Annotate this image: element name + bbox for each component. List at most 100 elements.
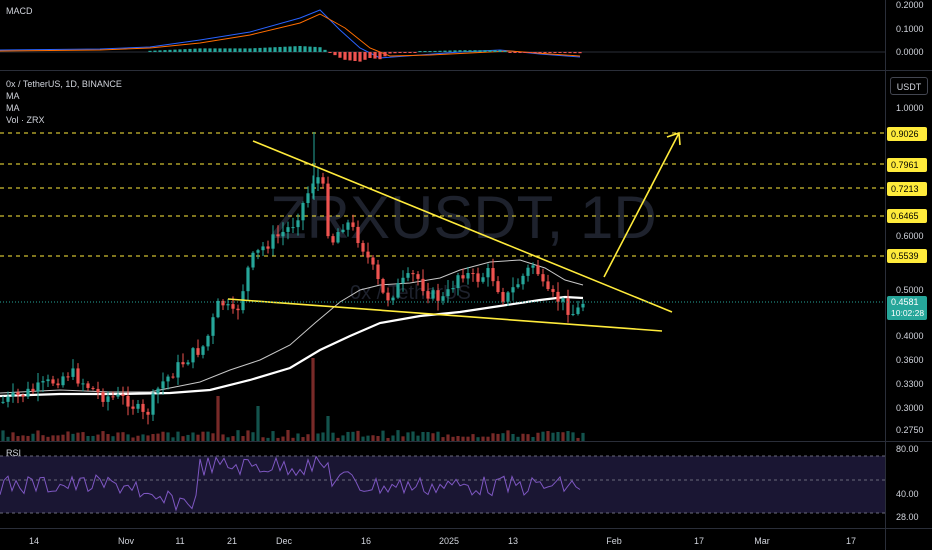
volume-bar	[431, 433, 435, 441]
macd-histogram-bar	[333, 52, 337, 56]
volume-indicator-label[interactable]: Vol · ZRX	[6, 115, 45, 125]
volume-bar	[576, 437, 580, 441]
candle-body	[296, 220, 300, 228]
macd-histogram-bar	[578, 52, 582, 54]
macd-histogram-bar	[428, 51, 432, 52]
ma-indicator-label[interactable]: MA	[6, 91, 20, 101]
macd-axis-tick: 0.1000	[896, 24, 924, 34]
volume-bar	[401, 436, 405, 441]
volume-bar	[56, 435, 60, 441]
price-axis-tick: 1.0000	[896, 103, 924, 113]
candle-body	[546, 281, 550, 290]
volume-bar	[306, 434, 310, 441]
volume-bar	[356, 430, 360, 441]
candle-body	[366, 251, 370, 258]
volume-bar	[116, 432, 120, 441]
macd-histogram-bar	[168, 49, 172, 52]
volume-bar	[566, 431, 570, 441]
macd-histogram-bar	[433, 50, 437, 52]
macd-histogram-bar	[323, 49, 327, 52]
candle-body	[31, 388, 35, 392]
macd-histogram-bar	[273, 47, 277, 52]
volume-bar	[281, 436, 285, 441]
candle-body	[196, 348, 200, 355]
level-tag[interactable]: 0.7961	[887, 158, 927, 172]
volume-bar	[371, 435, 375, 441]
volume-bar	[416, 435, 420, 441]
macd-histogram-bar	[243, 48, 247, 52]
macd-histogram-bar	[223, 48, 227, 52]
candle-body	[461, 275, 465, 279]
macd-histogram-bar	[288, 46, 292, 52]
candle-body	[556, 291, 560, 302]
macd-histogram-bar	[248, 48, 252, 52]
candle-body	[276, 234, 280, 237]
volume-bar	[366, 435, 370, 441]
candle-body	[521, 275, 525, 285]
price-chart[interactable]	[0, 0, 885, 441]
candle-body	[266, 246, 270, 249]
macd-histogram-bar	[528, 52, 532, 53]
price-axis-separator	[885, 0, 886, 550]
candle-body	[201, 346, 205, 355]
macd-histogram-bar	[233, 48, 237, 52]
macd-histogram-bar	[368, 52, 372, 58]
volume-bar	[201, 431, 205, 441]
candle-body	[146, 411, 150, 415]
rsi-chart[interactable]	[0, 441, 885, 528]
volume-bar	[36, 430, 40, 441]
symbol-title[interactable]: 0x / TetherUS, 1D, BINANCE	[6, 79, 122, 89]
volume-bar	[1, 430, 5, 441]
moving-average-fast	[0, 259, 584, 394]
volume-bar	[501, 433, 505, 441]
volume-bar	[221, 434, 225, 441]
volume-bar	[381, 430, 385, 441]
volume-bar	[341, 435, 345, 441]
macd-histogram-bar	[328, 52, 332, 53]
level-tag[interactable]: 0.9026	[887, 127, 927, 141]
candle-body	[76, 368, 80, 384]
macd-histogram-bar	[453, 50, 457, 52]
candle-body	[361, 243, 365, 252]
candle-body	[396, 283, 400, 298]
macd-pane-separator[interactable]	[0, 70, 932, 71]
macd-histogram-bar	[543, 52, 547, 53]
usdt-button[interactable]: USDT	[890, 77, 928, 95]
macd-histogram-bar	[413, 52, 417, 53]
candle-body	[501, 292, 505, 302]
ma-indicator-label[interactable]: MA	[6, 103, 20, 113]
macd-histogram-bar	[303, 46, 307, 52]
level-tag[interactable]: 0.7213	[887, 182, 927, 196]
macd-histogram-bar	[183, 49, 187, 52]
volume-bar	[386, 437, 390, 441]
volume-bar	[376, 436, 380, 441]
volume-bar	[551, 432, 555, 441]
candle-body	[571, 313, 575, 315]
volume-bar	[491, 433, 495, 441]
current-price-tag[interactable]: 0.4581 10:02:28	[887, 296, 927, 320]
rsi-axis-tick: 28.00	[896, 512, 919, 522]
macd-axis-tick: 0.2000	[896, 0, 924, 10]
level-tag[interactable]: 0.5539	[887, 249, 927, 263]
rsi-band	[0, 456, 885, 513]
rsi-pane-separator[interactable]	[0, 441, 932, 442]
macd-chart[interactable]	[0, 0, 885, 70]
candle-body	[561, 298, 565, 302]
volume-bar	[336, 437, 340, 441]
volume-bar	[31, 433, 35, 441]
candle-body	[1, 401, 5, 403]
macd-label[interactable]: MACD	[6, 6, 33, 16]
volume-bar	[476, 437, 480, 441]
candle-body	[191, 348, 195, 363]
price-axis-tick: 0.5000	[896, 285, 924, 295]
candle-body	[46, 379, 50, 382]
macd-histogram-bar	[478, 50, 482, 52]
level-tag[interactable]: 0.6465	[887, 209, 927, 223]
volume-bar	[411, 431, 415, 441]
price-axis-tick: 0.3000	[896, 403, 924, 413]
rsi-label[interactable]: RSI	[6, 448, 22, 458]
macd-histogram-bar	[503, 51, 507, 52]
volume-bar	[461, 436, 465, 441]
macd-histogram-bar	[373, 52, 377, 59]
candle-body	[141, 403, 145, 412]
